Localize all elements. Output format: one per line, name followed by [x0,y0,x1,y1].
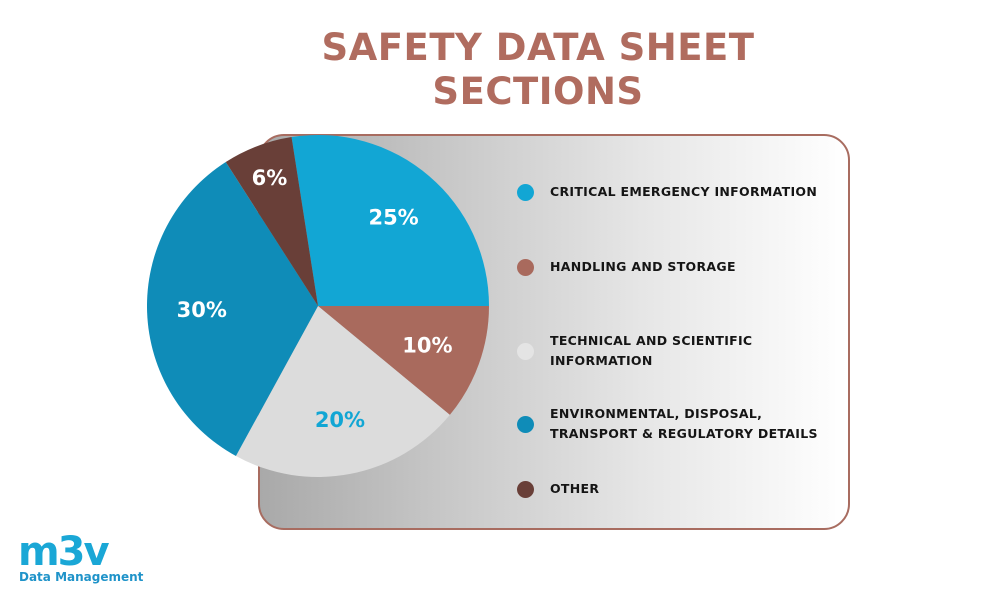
legend-swatch-other [517,480,534,498]
legend-item-handling-storage: HANDLING AND STORAGE [517,257,840,277]
pie-label-other: 6% [252,166,288,190]
legend-item-technical-scientific: TECHNICAL AND SCIENTIFIC INFORMATION [517,331,840,371]
chart-title: SAFETY DATA SHEET SECTIONS [300,26,776,114]
chart-title-line-2: SECTIONS [432,70,644,113]
pie-slice-other [225,137,318,306]
legend-label-critical-emergency: CRITICAL EMERGENCY INFORMATION [550,184,818,199]
legend-swatch-critical-emergency [517,183,534,201]
pie-label-environmental-transport: 30% [177,298,227,322]
legend-swatch-handling-storage [517,258,534,276]
legend-swatch-environmental-transport [517,415,534,433]
legend-item-environmental-transport: ENVIRONMENTAL, DISPOSAL, TRANSPORT & REG… [517,404,840,444]
pie-slice-environmental-transport [146,162,318,457]
legend-item-other: OTHER [517,479,840,499]
legend-label-technical-scientific: TECHNICAL AND SCIENTIFIC INFORMATION [550,333,753,368]
pie-slice-critical-emergency [291,135,489,306]
logo-subtitle: Data Management [19,570,144,584]
legend-label-handling-storage: HANDLING AND STORAGE [550,259,736,274]
logo-mark: m3v [18,529,110,575]
chart-title-line-1: SAFETY DATA SHEET [321,26,755,69]
legend-label-other: OTHER [550,481,600,496]
pie-label-critical-emergency: 25% [368,206,418,230]
pie-slice-handling-storage [318,306,489,415]
pie-slice-technical-scientific [235,306,450,477]
pie-label-handling-storage: 10% [402,333,452,357]
pie-label-technical-scientific: 20% [315,408,365,432]
legend-label-environmental-transport: ENVIRONMENTAL, DISPOSAL, TRANSPORT & REG… [550,406,818,441]
legend-swatch-technical-scientific [517,342,534,360]
legend-item-critical-emergency: CRITICAL EMERGENCY INFORMATION [517,182,840,202]
company-logo: m3v Data Management [18,532,168,592]
